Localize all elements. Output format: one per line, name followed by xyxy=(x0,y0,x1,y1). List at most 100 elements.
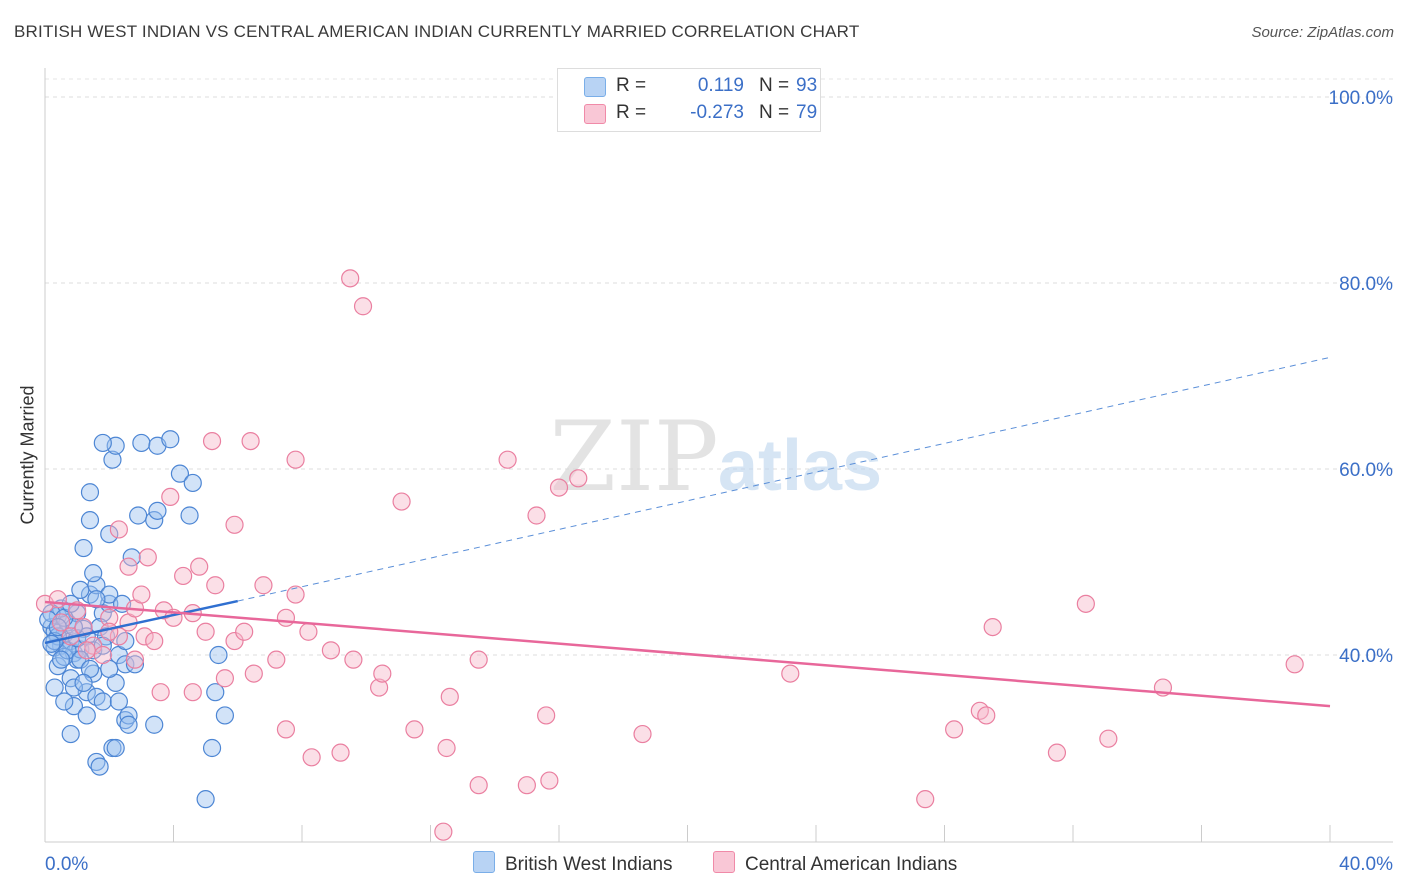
axes-layer xyxy=(44,68,1393,843)
point-central-american-indians xyxy=(321,641,341,660)
point-central-american-indians xyxy=(190,557,209,576)
legend-n-label: N = xyxy=(759,75,790,96)
point-central-american-indians xyxy=(145,631,164,651)
point-central-american-indians xyxy=(1076,594,1095,613)
point-central-american-indians xyxy=(540,771,559,790)
point-central-american-indians xyxy=(119,557,138,576)
y-tick-label: 100.0% xyxy=(1329,88,1394,109)
point-british-west-indians xyxy=(80,511,100,530)
point-british-west-indians xyxy=(103,450,122,469)
point-british-west-indians xyxy=(45,678,64,697)
point-central-american-indians xyxy=(161,487,180,506)
point-central-american-indians xyxy=(100,622,119,641)
point-british-west-indians xyxy=(209,645,228,665)
bottom-legend-british-west-indians: British West Indians xyxy=(473,851,673,876)
point-british-west-indians xyxy=(87,590,106,609)
point-british-west-indians xyxy=(119,715,138,734)
point-british-west-indians xyxy=(148,501,167,520)
legend-r-value: 0.119 xyxy=(697,75,744,96)
point-central-american-indians xyxy=(633,724,652,744)
point-british-west-indians xyxy=(100,524,119,544)
point-central-american-indians xyxy=(983,617,1002,637)
point-central-american-indians xyxy=(469,776,488,795)
point-central-american-indians xyxy=(945,720,964,739)
point-central-american-indians xyxy=(1099,729,1118,748)
point-british-west-indians xyxy=(93,433,112,453)
point-central-american-indians xyxy=(569,469,588,488)
x-tick-label-max: 40.0% xyxy=(1339,854,1393,875)
point-british-west-indians xyxy=(77,706,96,725)
trend-lines xyxy=(44,356,1331,708)
point-british-west-indians xyxy=(183,473,202,493)
trend-line-central-american-indians xyxy=(44,600,1331,708)
point-british-west-indians xyxy=(51,650,71,669)
point-british-west-indians xyxy=(64,697,84,716)
point-central-american-indians xyxy=(977,706,996,725)
point-british-west-indians xyxy=(58,641,77,660)
grid-layer xyxy=(45,78,1393,656)
point-central-american-indians xyxy=(440,687,459,706)
point-central-american-indians xyxy=(286,585,305,604)
point-central-american-indians xyxy=(267,650,286,669)
source-label: Source: ZipAtlas.com xyxy=(1251,24,1394,41)
point-british-west-indians xyxy=(161,430,180,449)
bottom-legend-swatch-pink xyxy=(713,851,735,873)
legend-swatch-blue xyxy=(584,77,606,97)
point-british-west-indians xyxy=(170,464,190,483)
series-british-west-indians-points xyxy=(39,430,234,809)
point-central-american-indians xyxy=(196,622,215,641)
point-central-american-indians xyxy=(100,608,119,627)
trend-line-british-west-indians xyxy=(44,599,239,645)
point-central-american-indians xyxy=(405,720,424,739)
point-central-american-indians xyxy=(109,520,128,539)
point-central-american-indians xyxy=(241,432,260,451)
point-british-west-indians xyxy=(80,483,100,502)
series-central-american-indians-points xyxy=(35,269,1304,841)
point-central-american-indians xyxy=(537,706,556,725)
point-central-american-indians xyxy=(151,683,170,702)
point-british-west-indians xyxy=(129,506,148,525)
point-british-west-indians xyxy=(125,655,145,674)
point-central-american-indians xyxy=(549,478,569,497)
point-central-american-indians xyxy=(132,585,151,604)
point-central-american-indians xyxy=(527,506,546,525)
point-british-west-indians xyxy=(119,706,138,725)
point-british-west-indians xyxy=(145,715,164,734)
point-british-west-indians xyxy=(74,538,93,558)
point-central-american-indians xyxy=(138,548,157,567)
tick-labels: 40.0% 60.0% 80.0% 100.0% 0.0% 40.0% xyxy=(45,88,1393,875)
y-tick-label: 60.0% xyxy=(1339,460,1393,481)
y-tick-label: 80.0% xyxy=(1339,274,1393,295)
point-british-west-indians xyxy=(196,790,215,809)
point-central-american-indians xyxy=(286,450,305,469)
point-central-american-indians xyxy=(392,492,411,511)
point-central-american-indians xyxy=(370,678,389,697)
bottom-legend-swatch-blue xyxy=(473,851,495,873)
point-central-american-indians xyxy=(254,576,273,595)
point-british-west-indians xyxy=(84,641,103,660)
point-central-american-indians xyxy=(302,748,321,767)
point-central-american-indians xyxy=(51,613,71,632)
legend-r-value: -0.273 xyxy=(690,102,744,123)
legend-n-label: N = xyxy=(759,102,790,123)
point-british-west-indians xyxy=(106,738,125,758)
watermark: ZIP atlas xyxy=(549,401,882,513)
point-central-american-indians xyxy=(276,608,296,627)
point-central-american-indians xyxy=(781,664,800,683)
point-central-american-indians xyxy=(215,669,234,688)
point-british-west-indians xyxy=(90,757,109,776)
legend-r-label: R = xyxy=(616,102,647,123)
point-central-american-indians xyxy=(517,776,536,795)
bottom-legend-label: Central American Indians xyxy=(745,854,958,875)
point-central-american-indians xyxy=(235,622,254,641)
watermark-zip: ZIP xyxy=(549,401,718,513)
bottom-legend-central-american-indians: Central American Indians xyxy=(713,851,957,876)
point-british-west-indians xyxy=(109,692,128,711)
point-central-american-indians xyxy=(225,631,244,651)
point-british-west-indians xyxy=(71,650,90,669)
point-central-american-indians xyxy=(125,650,145,669)
point-central-american-indians xyxy=(244,664,263,683)
legend-n-value: 79 xyxy=(796,102,818,123)
point-central-american-indians xyxy=(331,743,350,762)
point-central-american-indians xyxy=(276,720,296,739)
